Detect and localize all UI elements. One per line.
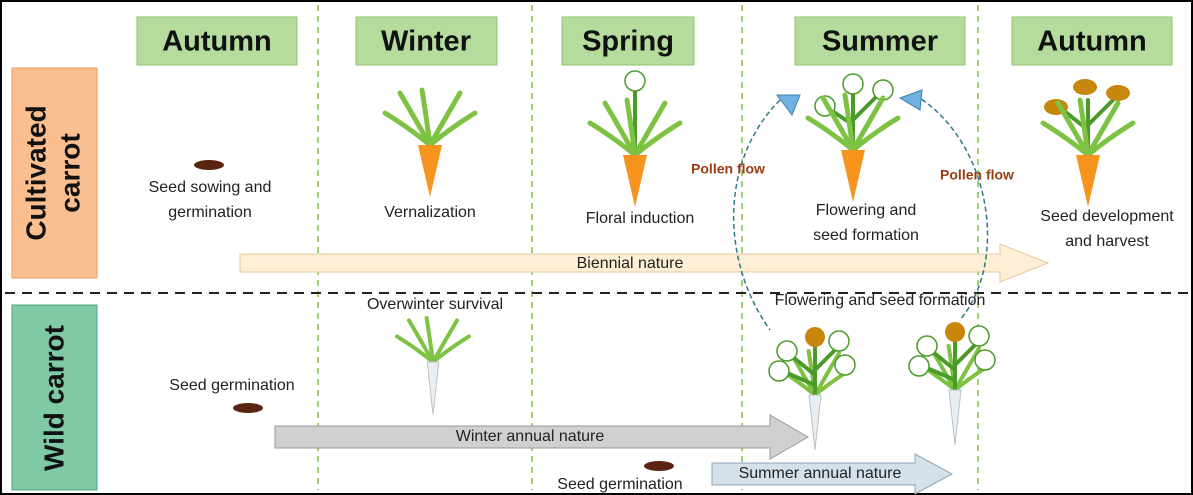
carrot-summer (808, 73, 898, 202)
carrot-spring (590, 70, 680, 207)
pollen-label: Pollen flow (940, 167, 1014, 183)
stage-label: Seed germination (557, 476, 682, 493)
stage-label: Overwinter survival (367, 296, 503, 313)
stage-label: Flowering and (816, 202, 917, 219)
winter-annual-arrow (274, 414, 809, 460)
stage-label: Seed sowing and (149, 179, 272, 196)
season-label: Autumn (1037, 26, 1147, 58)
summer-annual-arrow (711, 453, 954, 495)
stage-label: Seed development (1040, 208, 1174, 225)
pollen-flow-curves (732, 94, 989, 331)
stage-label: Vernalization (384, 204, 476, 221)
stage-label: Floral induction (586, 210, 695, 227)
season-label: Autumn (162, 26, 272, 58)
stage-label: Flowering and seed formation (775, 292, 986, 309)
stage-label: Seed germination (169, 377, 294, 394)
seed (194, 160, 224, 170)
arrow-label: Biennial nature (577, 255, 684, 272)
biennial-arrow (239, 243, 1050, 283)
season-boxes (136, 16, 1173, 66)
pollen-arrowhead (898, 89, 923, 111)
arrow-label: Summer annual nature (739, 465, 902, 482)
row-label: carrot (54, 133, 85, 212)
season-label: Summer (822, 26, 938, 58)
seed (233, 403, 263, 413)
season-label: Spring (582, 26, 674, 58)
stage-label: germination (168, 204, 252, 221)
carrot-autumn (1043, 79, 1133, 207)
season-label: Winter (381, 26, 471, 58)
row-box (11, 304, 98, 491)
seed (644, 461, 674, 471)
arrow-label: Winter annual nature (456, 428, 605, 445)
season-dividers (317, 5, 979, 490)
stage-label: seed formation (813, 227, 919, 244)
row-label: Wild carrot (38, 325, 69, 471)
pollen-label: Pollen flow (691, 161, 765, 177)
row-label: Cultivated (20, 105, 51, 240)
stage-label: and harvest (1065, 233, 1149, 250)
row-box (11, 67, 98, 279)
pollen-arrowhead (776, 94, 801, 117)
